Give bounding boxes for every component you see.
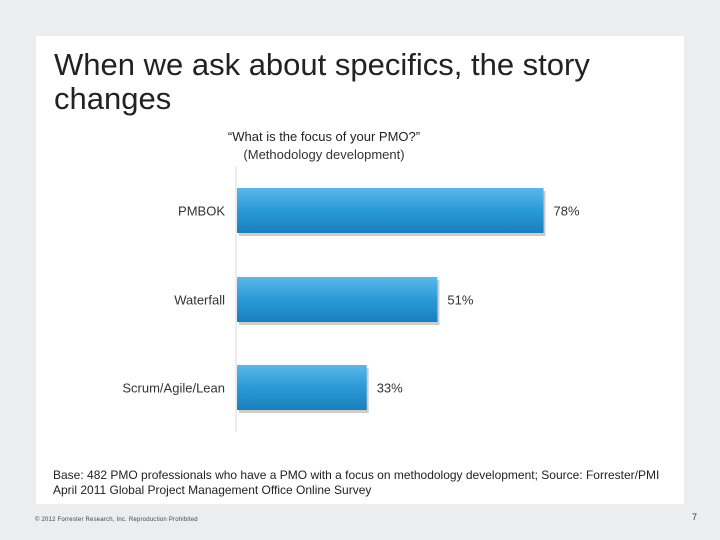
page-number: 7 xyxy=(692,512,698,522)
slide-title: When we ask about specifics, the story c… xyxy=(54,47,590,116)
slide: When we ask about specifics, the story c… xyxy=(36,36,684,504)
bar-scrum-agile-lean xyxy=(237,365,367,410)
value-label: 33% xyxy=(377,381,403,396)
category-label: Scrum/Agile/Lean xyxy=(122,381,225,396)
chart-question-sub: (Methodology development) xyxy=(243,147,405,162)
value-label: 78% xyxy=(554,204,580,219)
bar-chart: PMBOK 78% Waterfall 51% Scrum/Agile/Lean 33% xyxy=(122,166,580,432)
base-note: Base: 482 PMO professionals who have a P… xyxy=(53,468,660,497)
bar-waterfall xyxy=(237,277,438,322)
chart-question: “What is the focus of your PMO?” xyxy=(227,129,421,144)
value-label: 51% xyxy=(447,293,473,308)
bar-pmbok xyxy=(237,188,544,233)
footer-copyright: © 2012 Forrester Research, Inc. Reproduc… xyxy=(35,517,198,523)
category-label: Waterfall xyxy=(174,293,225,308)
category-label: PMBOK xyxy=(178,204,225,219)
